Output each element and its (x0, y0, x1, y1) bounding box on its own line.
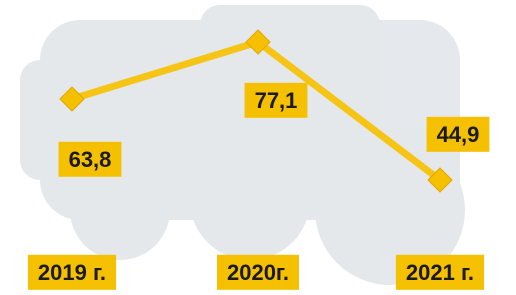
x-tick-label: 2019 г. (38, 260, 106, 285)
data-label: 77,1 (255, 88, 298, 113)
x-tick-label: 2020г. (227, 260, 289, 285)
x-tick-label: 2021 г. (406, 260, 474, 285)
chart: 2019 г. 2020г. 2021 г. 63,8 77,1 44,9 (0, 0, 516, 295)
data-label: 63,8 (69, 147, 112, 172)
data-label: 44,9 (437, 122, 480, 147)
